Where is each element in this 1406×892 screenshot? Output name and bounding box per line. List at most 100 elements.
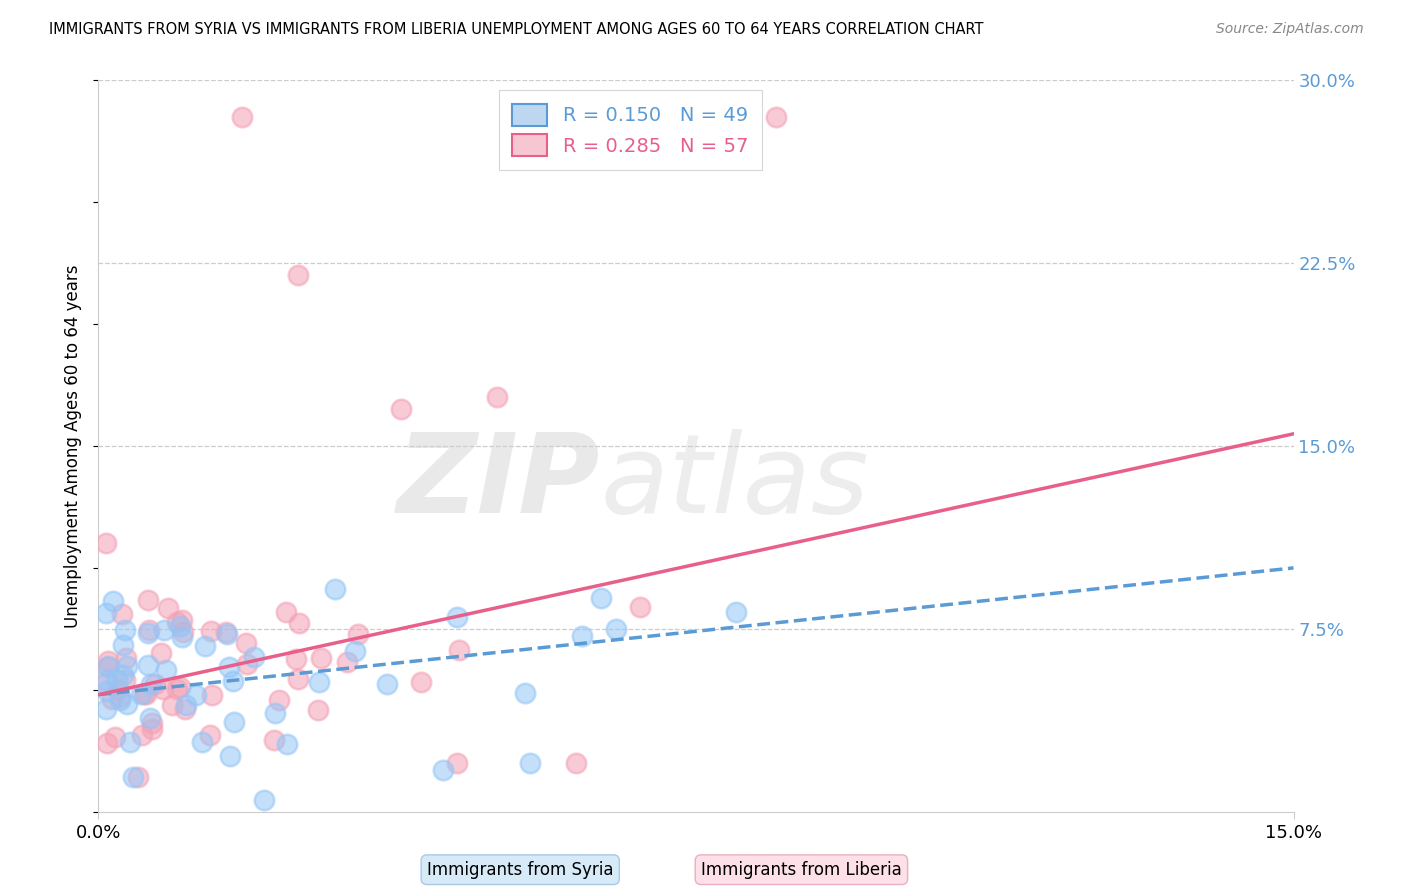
Point xyxy=(152,681,174,696)
Point xyxy=(219,748,242,763)
Point xyxy=(288,615,311,630)
Point xyxy=(253,792,276,806)
Point xyxy=(111,607,134,621)
Point xyxy=(136,593,159,607)
Text: atlas: atlas xyxy=(600,429,869,536)
Point xyxy=(96,736,118,750)
Point xyxy=(571,630,593,644)
Point xyxy=(153,623,176,637)
Point xyxy=(100,692,122,706)
Point xyxy=(308,674,330,689)
Point xyxy=(115,650,138,665)
Point xyxy=(97,654,120,668)
Point xyxy=(343,644,366,658)
Point xyxy=(235,636,257,650)
Point xyxy=(432,763,454,777)
Point xyxy=(389,402,412,417)
Point xyxy=(131,687,153,701)
Point xyxy=(117,697,139,711)
Point xyxy=(160,698,183,713)
Point xyxy=(276,737,298,751)
Point xyxy=(628,600,651,615)
Point xyxy=(96,684,118,698)
Point xyxy=(447,643,470,657)
Point xyxy=(284,652,307,666)
Point xyxy=(166,615,188,630)
Point xyxy=(325,582,347,597)
Point xyxy=(243,649,266,664)
Point xyxy=(107,681,129,696)
Point xyxy=(347,627,370,641)
Point xyxy=(155,663,177,677)
Text: Immigrants from Liberia: Immigrants from Liberia xyxy=(702,861,901,879)
Point xyxy=(519,756,541,770)
Point xyxy=(127,770,149,784)
Point xyxy=(172,625,194,640)
Point xyxy=(267,693,290,707)
Point xyxy=(104,730,127,744)
Point xyxy=(485,390,508,404)
Point xyxy=(307,703,329,717)
Point xyxy=(105,673,128,687)
Point xyxy=(411,675,433,690)
Point xyxy=(218,660,240,674)
Point xyxy=(108,690,131,704)
Point xyxy=(135,687,157,701)
Point xyxy=(138,624,160,638)
Point xyxy=(143,677,166,691)
Point xyxy=(111,667,134,681)
Point xyxy=(194,640,217,654)
Point xyxy=(136,657,159,672)
Point xyxy=(336,656,359,670)
Point xyxy=(201,688,224,702)
Point xyxy=(513,686,536,700)
Point xyxy=(141,716,163,731)
Point xyxy=(134,687,156,701)
Point xyxy=(215,625,238,640)
Point xyxy=(173,702,195,716)
Point xyxy=(263,733,285,747)
Point xyxy=(96,702,118,716)
Point xyxy=(108,693,131,707)
Text: Immigrants from Syria: Immigrants from Syria xyxy=(427,861,613,879)
Point xyxy=(111,638,134,652)
Point xyxy=(589,591,612,606)
Text: IMMIGRANTS FROM SYRIA VS IMMIGRANTS FROM LIBERIA UNEMPLOYMENT AMONG AGES 60 TO 6: IMMIGRANTS FROM SYRIA VS IMMIGRANTS FROM… xyxy=(49,22,984,37)
Point xyxy=(169,680,191,694)
Point xyxy=(172,613,194,627)
Y-axis label: Unemployment Among Ages 60 to 64 years: Unemployment Among Ages 60 to 64 years xyxy=(65,264,83,628)
Point xyxy=(114,673,136,688)
Text: Source: ZipAtlas.com: Source: ZipAtlas.com xyxy=(1216,22,1364,37)
Point xyxy=(264,706,287,720)
Point xyxy=(287,672,309,686)
Point xyxy=(309,650,332,665)
Point xyxy=(96,675,118,690)
Point xyxy=(96,536,118,550)
Point xyxy=(765,110,787,124)
Point xyxy=(166,681,188,696)
Point xyxy=(131,728,153,742)
Point xyxy=(217,627,239,641)
Point xyxy=(565,756,588,770)
Point xyxy=(224,714,246,729)
Point xyxy=(139,677,162,691)
Point xyxy=(235,657,257,671)
Point xyxy=(101,594,124,608)
Point xyxy=(287,268,309,283)
Legend: R = 0.150   N = 49, R = 0.285   N = 57: R = 0.150 N = 49, R = 0.285 N = 57 xyxy=(499,90,762,169)
Point xyxy=(174,698,197,713)
Point xyxy=(446,756,468,770)
Point xyxy=(141,722,163,736)
Point xyxy=(97,658,120,673)
Point xyxy=(96,673,118,687)
Point xyxy=(446,609,468,624)
Point xyxy=(186,688,208,702)
Point xyxy=(221,673,243,688)
Point xyxy=(149,646,172,660)
Point xyxy=(120,735,142,749)
Point xyxy=(191,735,214,749)
Point xyxy=(605,622,627,636)
Point xyxy=(169,618,191,632)
Text: ZIP: ZIP xyxy=(396,429,600,536)
Point xyxy=(121,770,143,784)
